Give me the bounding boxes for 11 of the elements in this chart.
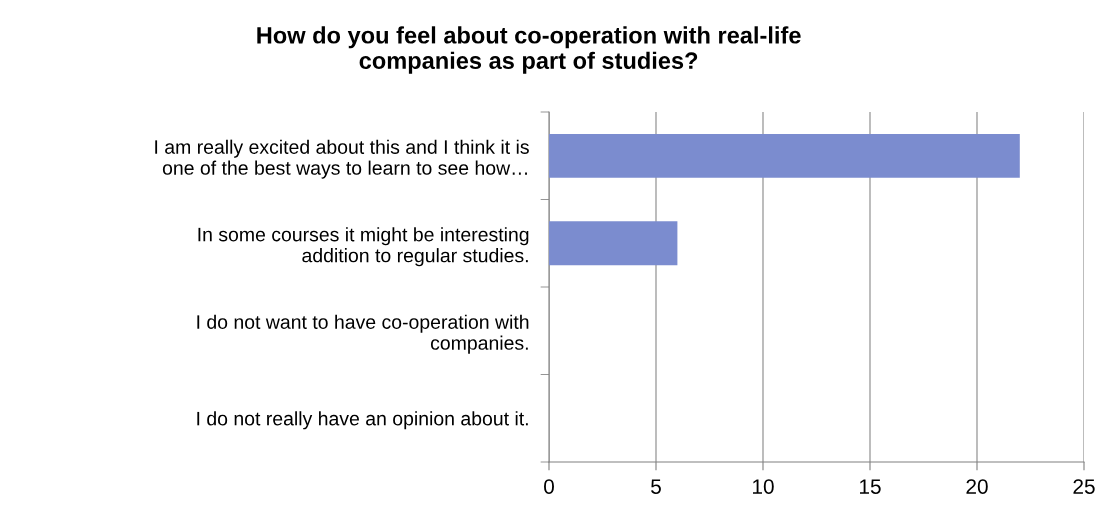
y-tick-label: I do not want to have co-operation with companies. — [197, 314, 529, 354]
x-tick-label: 0 — [544, 479, 554, 494]
x-tick-label: 20 — [966, 479, 988, 494]
x-tick-label: 15 — [860, 479, 881, 494]
y-tick-label: I am really excited about this and I think it is one of the best ways to learn to see how… — [155, 139, 529, 179]
x-tick-label: 10 — [753, 479, 774, 494]
x-tick-label: 25 — [1073, 479, 1095, 494]
x-tick-label: 5 — [651, 479, 661, 494]
y-tick-label: In some courses it might be interesting addition to regular studies. — [198, 227, 529, 267]
chart-title: How do you feel about co-operation with real-life companies as part of studies? — [257, 26, 801, 74]
y-tick-label: I do not really have an opinion about it. — [197, 411, 528, 430]
